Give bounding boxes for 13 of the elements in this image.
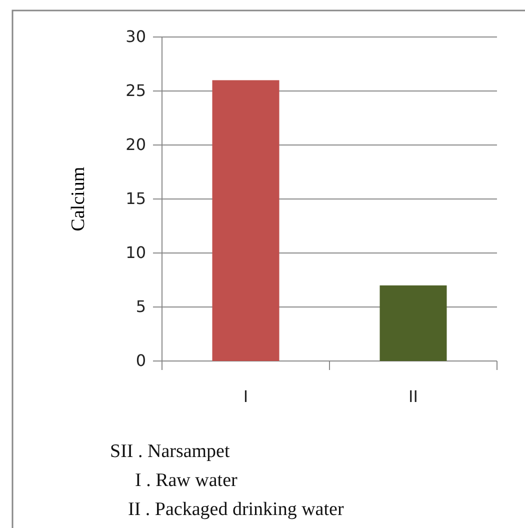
y-tick-label: 30 [126,27,146,46]
x-tick-label: I [243,387,248,406]
y-tick-label: 5 [136,297,146,316]
y-tick-label: 10 [126,243,146,262]
y-axis-title: Calcium [68,166,89,232]
x-tick-label: II [408,387,418,406]
text: II . Packaged drinking water [128,499,344,520]
text: SII . Narsampet [110,441,230,462]
y-tick-label: 20 [126,135,146,154]
y-tick-label: 15 [126,189,146,208]
text: I . Raw water [135,470,238,491]
y-tick-label: 0 [136,351,146,370]
y-tick-label: 25 [126,81,146,100]
